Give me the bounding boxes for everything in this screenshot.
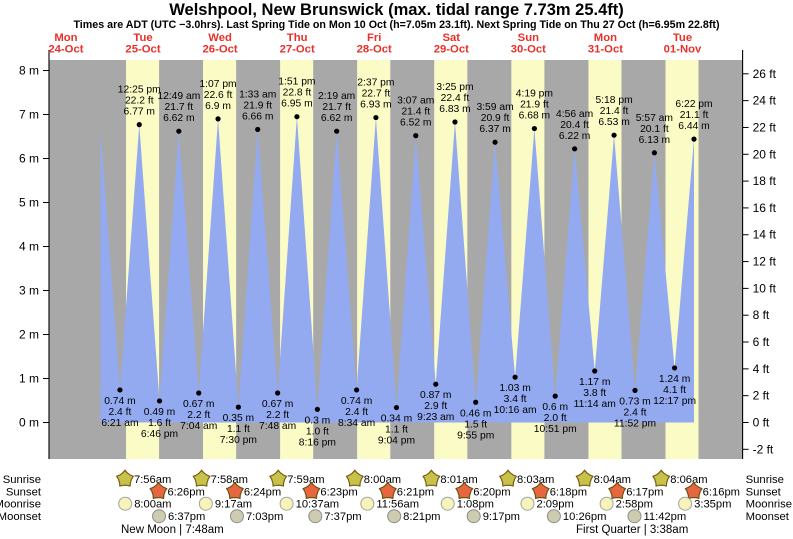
- svg-text:7:03pm: 7:03pm: [246, 511, 283, 523]
- svg-text:7:59am: 7:59am: [287, 474, 324, 486]
- svg-text:Moonset: Moonset: [0, 511, 42, 523]
- svg-text:8:01am: 8:01am: [440, 474, 477, 486]
- svg-text:Sunrise: Sunrise: [746, 474, 784, 486]
- svg-text:2:09pm: 2:09pm: [536, 499, 573, 511]
- svg-text:10:37am: 10:37am: [296, 499, 340, 511]
- svg-text:Moonrise: Moonrise: [746, 499, 792, 511]
- svg-text:9:17am: 9:17am: [215, 499, 252, 511]
- svg-text:6:17pm: 6:17pm: [626, 486, 663, 498]
- svg-text:8:00am: 8:00am: [364, 474, 401, 486]
- svg-text:8:04am: 8:04am: [594, 474, 631, 486]
- svg-text:Moonrise: Moonrise: [0, 499, 41, 511]
- svg-text:6:21pm: 6:21pm: [397, 486, 434, 498]
- svg-text:First Quarter | 3:38am: First Quarter | 3:38am: [576, 524, 688, 536]
- svg-text:Sunrise: Sunrise: [3, 474, 41, 486]
- svg-text:Moonset: Moonset: [746, 511, 790, 523]
- svg-text:6:23pm: 6:23pm: [320, 486, 357, 498]
- svg-text:6:26pm: 6:26pm: [167, 486, 204, 498]
- svg-text:New Moon | 7:48am: New Moon | 7:48am: [121, 524, 224, 536]
- svg-text:6:18pm: 6:18pm: [550, 486, 587, 498]
- svg-text:6:16pm: 6:16pm: [703, 486, 740, 498]
- svg-text:7:37pm: 7:37pm: [324, 511, 361, 523]
- svg-text:1:08pm: 1:08pm: [457, 499, 494, 511]
- svg-text:8:21pm: 8:21pm: [403, 511, 440, 523]
- svg-text:8:06am: 8:06am: [670, 474, 707, 486]
- svg-text:7:58am: 7:58am: [211, 474, 248, 486]
- svg-text:10:26pm: 10:26pm: [563, 511, 607, 523]
- svg-text:Sunset: Sunset: [746, 486, 782, 498]
- svg-text:2:58pm: 2:58pm: [616, 499, 653, 511]
- svg-text:11:56am: 11:56am: [376, 499, 419, 511]
- svg-text:Sunset: Sunset: [6, 486, 42, 498]
- svg-text:3:35pm: 3:35pm: [694, 499, 731, 511]
- svg-text:8:03am: 8:03am: [517, 474, 554, 486]
- svg-text:6:20pm: 6:20pm: [473, 486, 510, 498]
- svg-text:6:24pm: 6:24pm: [244, 486, 281, 498]
- svg-text:7:56am: 7:56am: [134, 474, 171, 486]
- svg-text:11:42pm: 11:42pm: [643, 511, 686, 523]
- svg-text:9:17pm: 9:17pm: [483, 511, 520, 523]
- svg-text:6:37pm: 6:37pm: [168, 511, 205, 523]
- svg-text:8:00am: 8:00am: [134, 499, 171, 511]
